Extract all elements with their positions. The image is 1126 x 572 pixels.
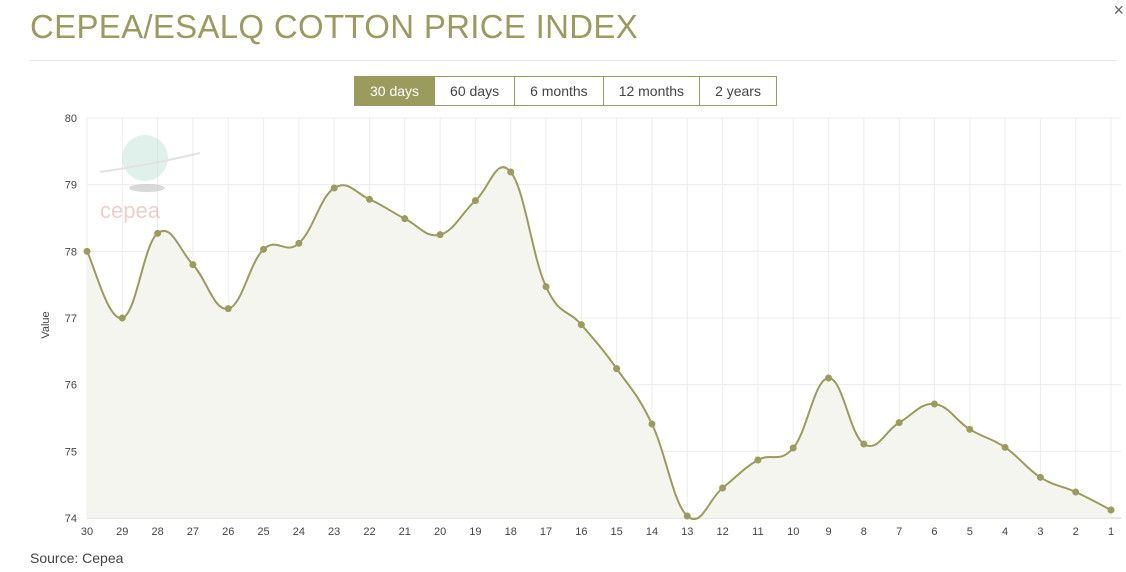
- x-tick-label: 8: [861, 526, 867, 538]
- tab-60-days[interactable]: 60 days: [434, 77, 515, 105]
- data-point[interactable]: [966, 425, 974, 433]
- x-tick-label: 10: [787, 526, 799, 538]
- x-tick-label: 7: [896, 526, 902, 538]
- page-title: CEPEA/ESALQ COTTON PRICE INDEX: [30, 8, 639, 45]
- area-fill: [87, 167, 1111, 520]
- x-tick-label: 23: [328, 526, 340, 538]
- data-point[interactable]: [719, 484, 727, 492]
- source-note: Source: Cepea: [30, 550, 124, 566]
- x-tick-label: 5: [967, 526, 973, 538]
- x-tick-label: 25: [257, 526, 269, 538]
- svg-text:cepea: cepea: [100, 198, 161, 223]
- y-axis-label: Value: [40, 311, 52, 338]
- data-point[interactable]: [436, 231, 444, 239]
- x-tick-label: 4: [1002, 526, 1008, 538]
- tab-30-days[interactable]: 30 days: [355, 77, 435, 105]
- x-tick-label: 3: [1037, 526, 1043, 538]
- x-tick-label: 24: [293, 526, 305, 538]
- data-point[interactable]: [1001, 443, 1009, 451]
- data-point[interactable]: [613, 365, 621, 373]
- data-point[interactable]: [648, 420, 656, 428]
- tab-12-months[interactable]: 12 months: [602, 77, 700, 105]
- x-tick-label: 14: [646, 526, 658, 538]
- x-tick-label: 12: [716, 526, 728, 538]
- x-tick-label: 11: [752, 526, 763, 538]
- x-tick-label: 27: [187, 526, 199, 538]
- tab-2-years[interactable]: 2 years: [699, 77, 776, 105]
- data-point[interactable]: [1107, 506, 1115, 514]
- range-tabs: 30 days 60 days 6 months 12 months 2 years: [354, 76, 777, 106]
- x-tick-label: 19: [469, 526, 481, 538]
- data-point[interactable]: [542, 283, 550, 291]
- data-point[interactable]: [1072, 488, 1080, 496]
- y-tick-label: 77: [65, 313, 77, 325]
- data-point[interactable]: [860, 440, 868, 448]
- divider: [30, 60, 1116, 61]
- cepea-logo: cepea: [99, 135, 201, 223]
- x-tick-label: 21: [399, 526, 411, 538]
- x-tick-label: 22: [363, 526, 375, 538]
- data-point[interactable]: [471, 197, 479, 205]
- data-point[interactable]: [789, 444, 797, 452]
- data-point[interactable]: [683, 512, 691, 520]
- data-point[interactable]: [118, 314, 126, 322]
- data-point[interactable]: [330, 184, 338, 192]
- x-tick-label: 16: [575, 526, 587, 538]
- x-tick-label: 28: [151, 526, 163, 538]
- y-tick-label: 80: [65, 113, 77, 125]
- data-point[interactable]: [754, 456, 762, 464]
- data-point[interactable]: [930, 400, 938, 408]
- data-point[interactable]: [401, 215, 409, 223]
- x-tick-label: 26: [222, 526, 234, 538]
- x-tick-label: 1: [1108, 526, 1114, 538]
- data-point[interactable]: [224, 305, 232, 313]
- y-tick-label: 78: [65, 246, 77, 258]
- tab-6-months[interactable]: 6 months: [514, 77, 603, 105]
- data-point[interactable]: [189, 261, 197, 269]
- x-tick-label: 15: [611, 526, 623, 538]
- x-tick-label: 18: [505, 526, 517, 538]
- data-point[interactable]: [1036, 473, 1044, 481]
- x-tick-label: 6: [931, 526, 937, 538]
- x-tick-label: 9: [825, 526, 831, 538]
- data-point[interactable]: [895, 419, 903, 427]
- data-point[interactable]: [825, 374, 833, 382]
- x-tick-label: 30: [81, 526, 93, 538]
- x-tick-label: 2: [1073, 526, 1079, 538]
- data-point[interactable]: [577, 321, 585, 329]
- data-point[interactable]: [154, 229, 162, 237]
- data-point[interactable]: [260, 245, 268, 253]
- data-point[interactable]: [295, 239, 303, 247]
- series-line: [86, 166, 1112, 520]
- data-point[interactable]: [507, 168, 515, 176]
- close-icon[interactable]: ×: [1113, 0, 1124, 20]
- y-tick-label: 75: [65, 446, 77, 458]
- y-tick-label: 79: [65, 180, 77, 192]
- x-tick-label: 20: [434, 526, 446, 538]
- x-tick-label: 29: [116, 526, 128, 538]
- data-point[interactable]: [365, 195, 373, 203]
- data-point[interactable]: [83, 247, 91, 255]
- y-tick-label: 74: [65, 513, 77, 525]
- y-tick-label: 76: [65, 380, 77, 392]
- x-tick-label: 13: [681, 526, 693, 538]
- x-tick-label: 17: [540, 526, 552, 538]
